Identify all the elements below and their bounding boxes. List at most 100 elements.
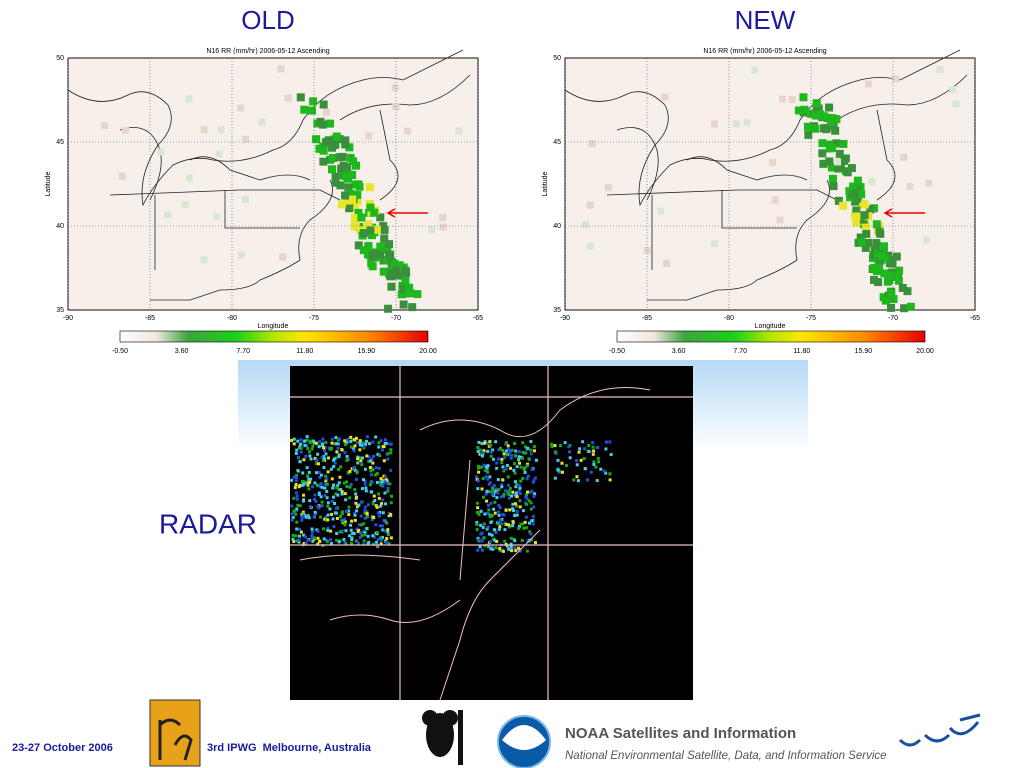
radar-echo — [377, 441, 381, 445]
radar-echo — [353, 488, 357, 492]
radar-echo — [498, 506, 502, 510]
rain-pixel — [372, 225, 381, 234]
radar-echo — [322, 455, 326, 459]
radar-echo — [349, 483, 353, 487]
radar-echo — [316, 452, 320, 456]
radar-echo — [509, 466, 513, 470]
rain-pixel — [284, 94, 292, 102]
rain-pixel — [383, 255, 392, 264]
radar-echo — [376, 511, 380, 515]
radar-echo — [378, 514, 382, 518]
radar-echo — [333, 502, 337, 506]
radar-echo — [572, 478, 576, 482]
rain-pixel — [237, 104, 245, 112]
radar-echo — [365, 526, 369, 530]
radar-echo — [487, 482, 491, 486]
radar-echo — [307, 487, 311, 491]
radar-echo — [491, 457, 495, 461]
radar-echo — [294, 451, 298, 455]
radar-echo — [295, 507, 299, 511]
radar-echo — [318, 475, 322, 479]
radar-echo — [581, 440, 585, 444]
radar-echo — [526, 474, 530, 478]
radar-echo — [308, 505, 312, 509]
radar-echo — [312, 514, 316, 518]
rain-pixel — [895, 266, 904, 275]
radar-echo — [310, 529, 314, 533]
radar-echo — [604, 447, 608, 451]
radar-echo — [295, 527, 299, 531]
radar-echo — [301, 510, 305, 514]
radar-echo — [504, 467, 508, 471]
noaa-logo — [497, 715, 551, 768]
rain-pixel — [408, 303, 417, 312]
rain-pixel — [806, 109, 815, 118]
radar-echo — [324, 440, 328, 444]
radar-echo — [354, 436, 358, 440]
radar-echo — [486, 503, 490, 507]
radar-echo — [313, 457, 317, 461]
radar-echo — [511, 524, 515, 528]
radar-echo — [386, 530, 390, 534]
radar-echo — [486, 449, 490, 453]
radar-echo — [308, 441, 312, 445]
radar-echo — [518, 486, 522, 490]
radar-echo — [299, 450, 303, 454]
rain-pixel — [455, 127, 463, 135]
rain-pixel — [803, 122, 812, 131]
radar-echo — [316, 504, 320, 508]
radar-echo — [329, 541, 333, 545]
radar-echo — [344, 529, 348, 533]
rain-pixel — [834, 196, 843, 205]
radar-echo — [521, 450, 525, 454]
radar-echo — [318, 540, 322, 544]
noaa-subtitle: National Environmental Satellite, Data, … — [565, 750, 887, 762]
radar-echo — [313, 497, 317, 501]
radar-echo — [356, 461, 360, 465]
radar-echo — [515, 495, 519, 499]
radar-echo — [371, 500, 375, 504]
radar-border — [419, 387, 651, 438]
radar-echo — [370, 466, 374, 470]
y-tick-label: 45 — [553, 139, 561, 146]
radar-echo — [302, 499, 306, 503]
radar-echo — [348, 496, 352, 500]
radar-echo — [370, 473, 374, 477]
radar-echo — [500, 517, 504, 521]
radar-border — [439, 529, 541, 701]
radar-echo — [524, 451, 528, 455]
radar-echo — [339, 488, 343, 492]
radar-echo — [591, 445, 595, 449]
radar-echo — [533, 492, 537, 496]
radar-echo — [504, 508, 508, 512]
radar-echo — [594, 465, 598, 469]
radar-echo — [355, 470, 359, 474]
radar-echo — [371, 534, 375, 538]
radar-echo — [491, 448, 495, 452]
radar-echo — [475, 521, 479, 525]
rain-pixel — [359, 246, 368, 255]
radar-echo — [382, 445, 386, 449]
radar-echo — [517, 450, 521, 454]
radar-echo — [337, 453, 341, 457]
radar-echo — [386, 457, 390, 461]
radar-echo — [343, 520, 347, 524]
rain-pixel — [258, 118, 266, 126]
radar-echo — [336, 442, 340, 446]
radar-echo — [308, 499, 312, 503]
radar-echo — [488, 440, 492, 444]
radar-echo — [358, 443, 362, 447]
radar-echo — [297, 485, 301, 489]
radar-echo — [513, 514, 517, 518]
radar-echo — [302, 541, 306, 545]
radar-echo — [362, 539, 366, 543]
rain-pixel — [357, 213, 366, 222]
radar-echo — [507, 547, 511, 551]
radar-echo — [331, 486, 335, 490]
radar-echo — [370, 480, 374, 484]
rain-pixel — [366, 226, 375, 235]
radar-echo — [358, 456, 362, 460]
radar-echo — [306, 483, 310, 487]
radar-echo — [316, 542, 320, 546]
radar-echo — [363, 482, 367, 486]
